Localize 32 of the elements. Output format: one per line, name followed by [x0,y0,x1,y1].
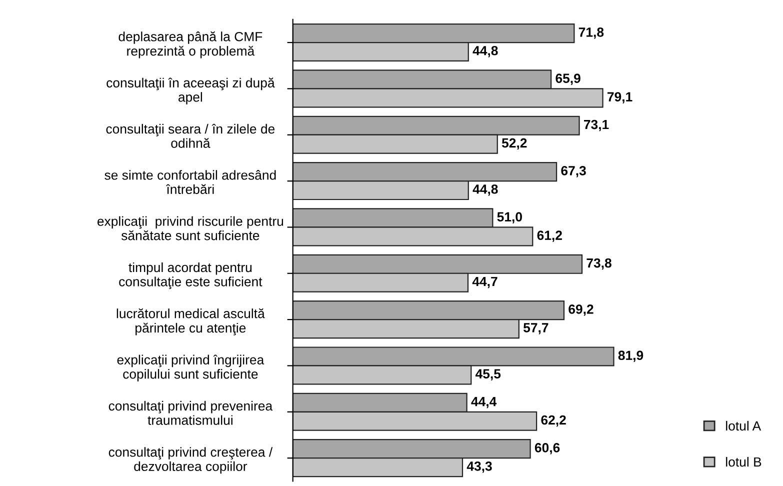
y-tick-label: consultaţi privind creşterea / dezvoltarea copiilor [108,447,273,474]
data-label: 43,3 [466,461,492,473]
data-label: 71,8 [578,27,604,39]
data-label: 52,2 [502,138,527,150]
y-tick-label: explicaţii privind îngrijirea copilului sunt suficiente [117,354,264,382]
data-label: 60,6 [534,443,560,454]
data-label: 81,9 [618,350,644,362]
y-tick-label: explicaţii privind riscurile pentru sănătate sunt suficiente [97,216,284,240]
data-label: 79,1 [608,92,632,104]
data-label: 44,7 [472,276,498,288]
data-label: 73,1 [584,120,609,132]
data-label: 44,8 [472,184,498,196]
data-label: 61,2 [537,230,562,242]
y-tick-label: lucrătorul medical ascultă părintele cu atenţie [116,308,265,336]
y-tick-label: consultaţii seara / în zilele de odihnă [106,124,275,148]
legend-label: lotul A [726,420,762,431]
data-label: 45,5 [475,369,501,380]
y-tick-label: timpul acordat pentru consultaţie este suficient [119,262,262,290]
data-label: 69,2 [568,304,594,316]
data-label: 73,8 [586,258,612,270]
data-label: 44,8 [472,46,498,58]
y-tick-label: se simte confortabil adresând întrebări [104,170,276,194]
data-label: 62,2 [541,415,566,427]
data-label: 44,4 [471,396,497,408]
data-label: 57,7 [523,323,548,334]
y-tick-label: consultaţi privind prevenirea traumatismului [108,400,273,425]
y-tick-label: deplasarea până la CMF reprezintă o problemă [118,31,262,58]
data-label: 67,3 [561,166,586,178]
data-label: 65,9 [556,74,580,85]
y-tick-label: consultaţii în aceeaşi zi după apel [106,78,275,104]
legend-label: lotul B [726,456,762,467]
data-label: 51,0 [497,212,522,224]
